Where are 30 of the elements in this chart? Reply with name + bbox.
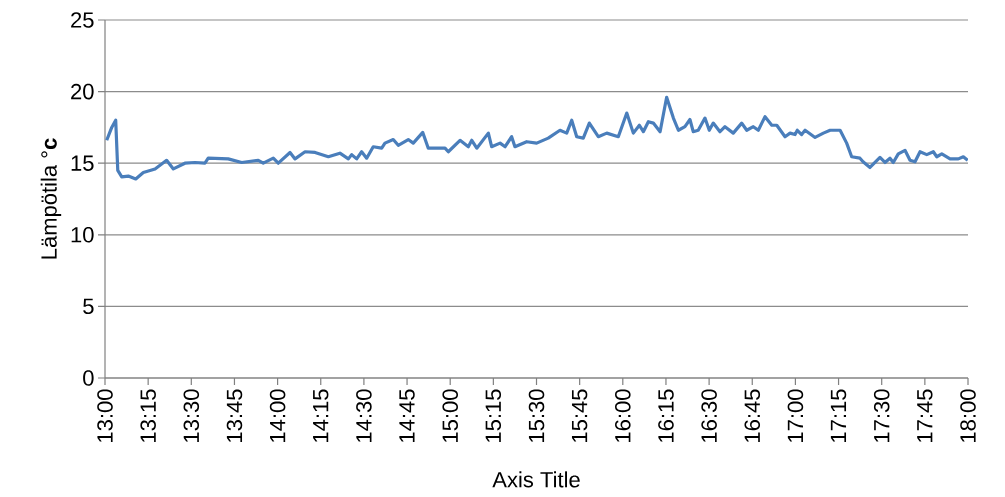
x-tick-label: 15:30 — [528, 389, 545, 442]
x-tick-label: 17:00 — [787, 389, 804, 442]
x-axis-title: Axis Title — [492, 471, 580, 488]
y-tick-label: 5 — [83, 298, 94, 315]
x-tick-label: 13:45 — [226, 389, 243, 442]
x-tick-label: 17:30 — [873, 389, 890, 442]
x-tick-label: 14:45 — [399, 389, 415, 442]
x-tick-label: 17:15 — [830, 389, 847, 442]
y-tick-label: 15 — [71, 155, 94, 171]
x-tick-label: 14:15 — [313, 389, 329, 442]
x-tick-label: 16:30 — [701, 389, 717, 442]
line-series — [105, 95, 969, 181]
x-tick-label: 14:30 — [356, 389, 372, 442]
x-tick-label: 15:45 — [571, 389, 588, 442]
y-tick-label: 0 — [83, 370, 94, 386]
y-tick-label: 10 — [71, 227, 94, 243]
x-tick-label: 17:45 — [917, 389, 933, 442]
y-tick-label: 20 — [71, 83, 94, 100]
x-tick-label: 16:15 — [658, 389, 674, 442]
y-axis-title: Lämpötila °c — [40, 138, 62, 259]
x-tick-label: 15:00 — [442, 389, 458, 442]
x-tick-label: 18:00 — [960, 389, 976, 442]
x-tick-label: 13:00 — [97, 389, 113, 442]
x-tick-label: 13:15 — [140, 389, 156, 442]
x-tick-label: 16:00 — [615, 389, 631, 442]
x-tick-label: 16:45 — [744, 389, 761, 442]
y-tick-label: 25 — [71, 12, 94, 28]
x-tick-label: 14:00 — [269, 389, 286, 442]
x-tick-label: 13:30 — [183, 389, 200, 442]
x-tick-label: 15:15 — [485, 389, 502, 442]
